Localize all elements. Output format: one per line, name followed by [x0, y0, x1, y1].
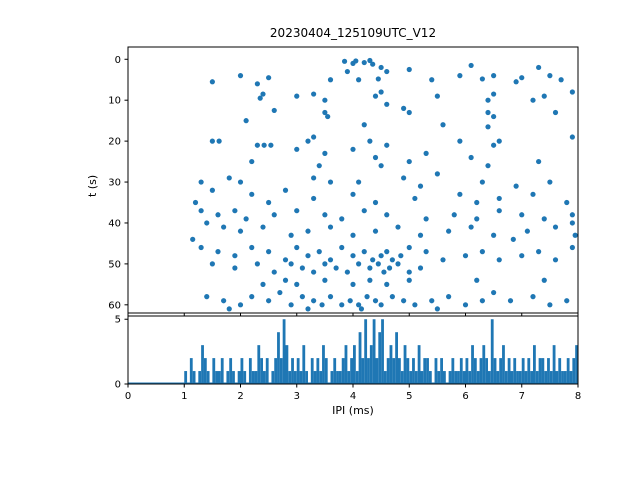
svg-text:1: 1: [181, 391, 187, 402]
svg-text:0: 0: [125, 391, 131, 402]
svg-text:4: 4: [350, 391, 356, 402]
svg-text:3: 3: [294, 391, 300, 402]
svg-text:30: 30: [108, 178, 121, 189]
svg-text:20: 20: [108, 137, 121, 148]
svg-text:2: 2: [237, 391, 243, 402]
x-axis-label: IPI (ms): [332, 404, 374, 417]
y-axis-label: t (s): [86, 174, 99, 197]
svg-text:0: 0: [115, 55, 121, 66]
svg-text:40: 40: [108, 218, 121, 229]
histogram-axes: 0 1 2 3 4 5 6 7 8 0 5: [115, 315, 582, 402]
svg-text:8: 8: [575, 391, 581, 402]
svg-text:60: 60: [108, 300, 121, 311]
svg-text:7: 7: [519, 391, 525, 402]
scatter-axes: 0 10 20 30 40 50 60: [108, 46, 579, 316]
chart-title: 20230404_125109UTC_V12: [269, 26, 437, 40]
svg-text:5: 5: [406, 391, 412, 402]
svg-text:50: 50: [108, 259, 121, 270]
svg-text:0: 0: [115, 380, 121, 391]
svg-text:5: 5: [115, 315, 121, 326]
scatter-points: [190, 57, 578, 312]
svg-text:10: 10: [108, 96, 121, 107]
histogram-bars: [184, 319, 578, 384]
svg-text:6: 6: [462, 391, 468, 402]
